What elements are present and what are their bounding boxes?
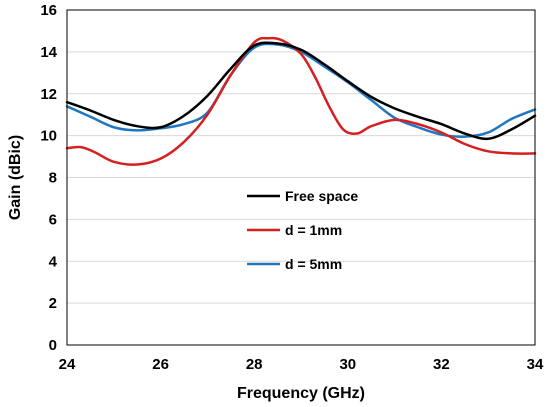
y-axis-title: Gain (dBic)	[7, 135, 24, 220]
y-tick-label: 10	[40, 128, 57, 145]
legend-label: d = 5mm	[285, 256, 342, 272]
grid-lines	[67, 51, 535, 304]
y-tick-label: 0	[49, 337, 57, 354]
plot-area-frame	[66, 9, 536, 346]
x-tick-label: 32	[433, 356, 450, 373]
legend-label: Free space	[285, 188, 358, 204]
y-tick-label: 2	[49, 295, 57, 312]
x-tick-label: 26	[152, 356, 169, 373]
x-tick-label: 28	[246, 356, 263, 373]
y-tick-label: 4	[49, 253, 58, 270]
y-tick-label: 6	[49, 211, 57, 228]
series-line-2	[65, 36, 537, 166]
y-tick-label: 16	[40, 2, 57, 19]
x-tick-label: 30	[339, 356, 356, 373]
series-line-3	[65, 42, 537, 138]
legend: Free space d = 1mm d = 5mm	[247, 188, 358, 272]
y-tick-label: 12	[40, 86, 57, 103]
y-tick-labels: 0 2 4 6 8 10 12 14 16	[40, 2, 57, 354]
legend-label: d = 1mm	[285, 222, 342, 238]
y-tick-label: 8	[49, 170, 57, 187]
x-tick-label: 24	[59, 356, 76, 373]
series-line-1	[65, 41, 537, 141]
series-lines	[65, 36, 537, 166]
x-tick-label: 34	[527, 356, 544, 373]
x-axis-title: Frequency (GHz)	[237, 385, 365, 402]
x-tick-labels: 24 26 28 30 32 34	[59, 356, 544, 373]
y-tick-label: 14	[40, 44, 57, 61]
